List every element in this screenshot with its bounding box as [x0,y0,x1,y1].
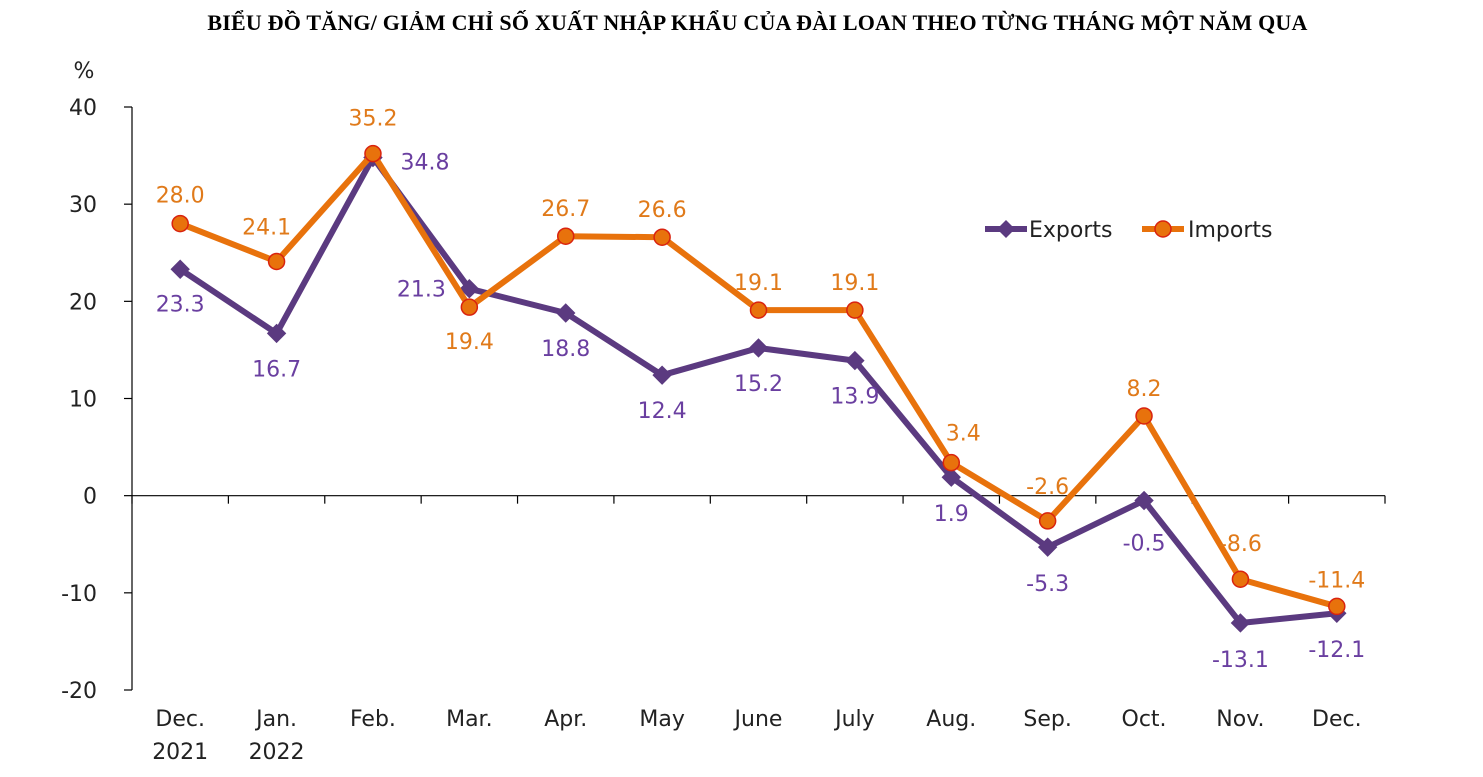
imports-point [556,227,575,245]
imports-point [460,298,479,316]
data-label-exports: 34.8 [400,151,449,176]
imports-point [171,214,189,233]
y-tick-label: 30 [69,193,97,218]
legend-label-imports: Imports [1188,218,1272,243]
series-layer [170,144,1347,633]
x-tick-label: June [733,707,783,732]
imports-point [1135,407,1153,425]
exports-point [170,259,190,279]
imports-point [846,301,864,319]
imports-point [942,453,961,472]
data-labels: 23.3 16.7 34.8 21.3 18.8 12.4 15.2 13.9 1.9 -5.3 -… [156,107,1366,673]
exports-point [845,350,865,371]
legend-entry-exports: Exports [985,218,1112,243]
x-tick-label: Sep. [1023,707,1071,732]
data-label-imports: -8.6 [1219,532,1262,557]
data-label-exports: 16.7 [252,357,301,382]
x-tick-label: Dec. [155,707,205,732]
x-tick-label: Oct. [1122,707,1167,732]
data-label-exports: 18.8 [541,337,590,362]
x-tick-label: Feb. [350,707,396,732]
y-tick-label: 0 [83,485,97,510]
x-tick-label: Mar. [446,707,492,732]
imports-point [1328,597,1346,616]
x-tick-label: Nov. [1216,707,1264,732]
exports-point [941,467,961,487]
exports-point [652,365,672,385]
exports-point [1134,490,1154,511]
data-label-exports: 23.3 [156,292,205,317]
legend-marker-imports [1154,220,1172,238]
data-label-imports: 3.4 [946,422,981,447]
data-label-exports: -12.1 [1308,638,1365,663]
data-label-exports: 12.4 [638,399,687,424]
data-label-exports: 21.3 [397,278,446,303]
x-tick-label: May [639,707,684,732]
x-tick-label: 2022 [249,740,305,765]
data-label-exports: 13.9 [830,385,879,410]
legend-entry-imports: Imports [1142,218,1272,243]
data-label-imports: -2.6 [1026,475,1069,500]
exports-point [1230,613,1251,633]
axes: 40 30 20 10 0 -10 -20% Dec. 2021 Jan. 2022 Feb. Mar.… [61,59,1386,765]
data-label-imports: 26.6 [638,198,687,223]
data-label-imports: 19.4 [445,330,494,355]
data-label-imports: 28.0 [156,184,205,209]
legend: Exports Imports [985,218,1272,243]
x-tick-label: July [833,707,875,732]
y-tick-label: -20 [61,679,97,704]
y-tick-label: 40 [69,96,97,121]
y-tick-label: -10 [61,582,97,607]
exports-point [1037,537,1058,557]
data-label-exports: -5.3 [1026,572,1069,597]
data-label-exports: 15.2 [734,372,783,397]
data-label-imports: -11.4 [1308,568,1365,593]
data-label-exports: 1.9 [934,502,969,527]
exports-point [556,303,576,323]
imports-point [653,228,671,246]
y-tick-label: 20 [69,290,97,315]
imports-point [267,252,286,271]
y-tick-label: 10 [69,388,97,413]
x-tick-label: Jan. [254,707,297,732]
exports-point [459,278,480,299]
chart-title: BIỂU ĐỒ TĂNG/ GIẢM CHỈ SỐ XUẤT NHẬP KHẨU… [207,10,1308,35]
exports-point [748,338,769,358]
data-label-exports: -0.5 [1123,532,1166,557]
data-label-exports: -13.1 [1212,648,1269,673]
legend-label-exports: Exports [1029,218,1112,243]
y-axis-unit-label: % [74,59,95,84]
data-label-imports: 24.1 [242,215,291,240]
legend-marker-exports [997,220,1015,238]
x-tick-label: Apr. [544,707,587,732]
data-label-imports: 19.1 [830,271,879,296]
data-label-imports: 19.1 [734,271,783,296]
imports-point [749,301,768,319]
data-label-imports: 8.2 [1127,377,1162,402]
exports-point [266,323,287,344]
x-tick-label: Aug. [926,707,976,732]
series-imports [171,144,1346,616]
data-label-imports: 35.2 [348,107,397,132]
data-label-imports: 26.7 [541,197,590,222]
x-tick-label: Dec. [1312,707,1362,732]
imports-point [364,144,382,163]
imports-point [1231,570,1250,588]
imports-point [1038,512,1057,530]
x-tick-label: 2021 [152,740,208,765]
